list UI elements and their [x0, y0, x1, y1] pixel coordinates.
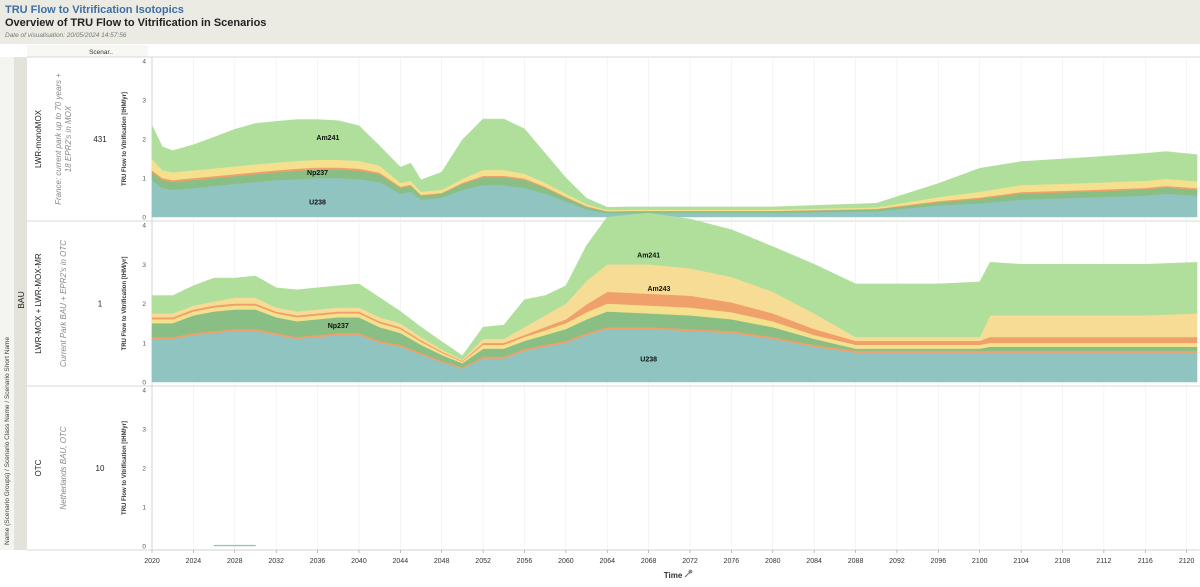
- scenario-value: 10: [96, 464, 105, 473]
- area-label: Am241: [316, 135, 339, 142]
- y-tick-label: 3: [142, 427, 146, 434]
- y-axis-label: TRU Flow to Vitrification [tHM/yr]: [122, 92, 128, 186]
- x-tick-label: 2084: [806, 558, 822, 565]
- x-tick-label: 2116: [1138, 558, 1153, 565]
- area-label: Np237: [328, 323, 349, 330]
- area-series-am241[interactable]: [151, 118, 1198, 211]
- scenario-value: 1: [98, 300, 103, 309]
- x-tick-label: 2104: [1013, 558, 1029, 565]
- y-tick-label: 0: [142, 544, 146, 551]
- y-tick-label: 3: [142, 98, 146, 105]
- x-tick-label: 2052: [475, 558, 491, 565]
- x-tick-label: 2048: [434, 558, 450, 565]
- y-tick-label: 1: [142, 505, 146, 512]
- x-tick-label: 2068: [641, 558, 657, 565]
- x-tick-label: 2024: [186, 558, 202, 565]
- app-title: TRU Flow to Vitrification Isotopics: [5, 4, 184, 16]
- x-tick-label: 2064: [599, 558, 615, 565]
- x-tick-label: 2088: [848, 558, 864, 565]
- scenario-class-name[interactable]: LWR-monoMOX: [34, 109, 43, 168]
- x-tick-label: 2096: [931, 558, 947, 565]
- visualisation-date: Date of visualisation: 20/05/2024 14:57:…: [5, 32, 127, 39]
- area-label: Np237: [307, 170, 328, 177]
- x-tick-label: 2092: [889, 558, 905, 565]
- y-tick-label: 2: [142, 137, 146, 144]
- scenario-short-name[interactable]: France: current park up to 70 years +18 …: [54, 73, 73, 205]
- scenario-short-name[interactable]: Current Park BAU + EPR2's in OTC: [59, 240, 68, 367]
- x-tick-label: 2040: [351, 558, 367, 565]
- area-label: U238: [309, 199, 326, 206]
- y-tick-label: 0: [142, 215, 146, 222]
- x-tick-label: 2060: [558, 558, 574, 565]
- left-axis-title: Name (Scenario Groups) / Scenario Class …: [4, 337, 11, 545]
- scenario-short-name[interactable]: Netherlands BAU, OTC: [59, 426, 68, 509]
- scenario-value: 431: [93, 135, 107, 144]
- x-tick-label: 2044: [393, 558, 409, 565]
- pin-icon[interactable]: [684, 569, 693, 578]
- trellis-area-chart: Name (Scenario Groups) / Scenario Class …: [0, 44, 1200, 587]
- x-tick-label: 2072: [682, 558, 698, 565]
- area-label: U238: [640, 356, 657, 363]
- area-series[interactable]: [213, 544, 256, 547]
- y-axis-label: TRU Flow to Vitrification [tHM/yr]: [122, 257, 128, 351]
- scenario-class-name[interactable]: OTC: [34, 459, 43, 476]
- short-name-line: 18 EPR2's in MOX: [64, 105, 73, 172]
- y-tick-label: 3: [142, 262, 146, 269]
- x-tick-label: 2076: [724, 558, 740, 565]
- panel: LWR-MOX + LWR-MOX-MR Current Park BAU + E…: [27, 212, 1200, 387]
- x-tick-label: 2120: [1179, 558, 1195, 565]
- area-label: Am241: [637, 252, 660, 259]
- y-tick-label: 1: [142, 340, 146, 347]
- x-tick-label: 2028: [227, 558, 243, 565]
- y-tick-label: 1: [142, 176, 146, 183]
- x-tick-label: 2020: [144, 558, 160, 565]
- area-series-am241[interactable]: [151, 212, 1198, 360]
- y-tick-label: 4: [142, 223, 146, 230]
- x-tick-label: 2036: [310, 558, 326, 565]
- y-tick-label: 4: [142, 388, 146, 395]
- y-axis-label: TRU Flow to Vitrification [tHM/yr]: [122, 421, 128, 515]
- group-label: BAU: [16, 291, 26, 308]
- short-name-line: France: current park up to 70 years +: [54, 73, 63, 205]
- y-tick-label: 2: [142, 466, 146, 473]
- x-tick-label: 2032: [268, 558, 284, 565]
- scenario-column-header[interactable]: Scenar..: [89, 49, 113, 56]
- y-tick-label: 0: [142, 380, 146, 387]
- report-header: TRU Flow to Vitrification Isotopics Over…: [0, 0, 1200, 44]
- scenario-class-name[interactable]: LWR-MOX + LWR-MOX-MR: [34, 253, 43, 354]
- x-tick-label: 2080: [765, 558, 781, 565]
- x-tick-label: 2056: [517, 558, 533, 565]
- x-axis-title: Time: [664, 571, 683, 580]
- y-tick-label: 2: [142, 301, 146, 308]
- x-tick-label: 2112: [1096, 558, 1111, 565]
- x-tick-label: 2108: [1055, 558, 1071, 565]
- x-tick-label: 2100: [972, 558, 988, 565]
- page-title: Overview of TRU Flow to Vitrification in…: [5, 17, 267, 29]
- area-label: Am243: [647, 286, 670, 293]
- y-tick-label: 4: [142, 59, 146, 66]
